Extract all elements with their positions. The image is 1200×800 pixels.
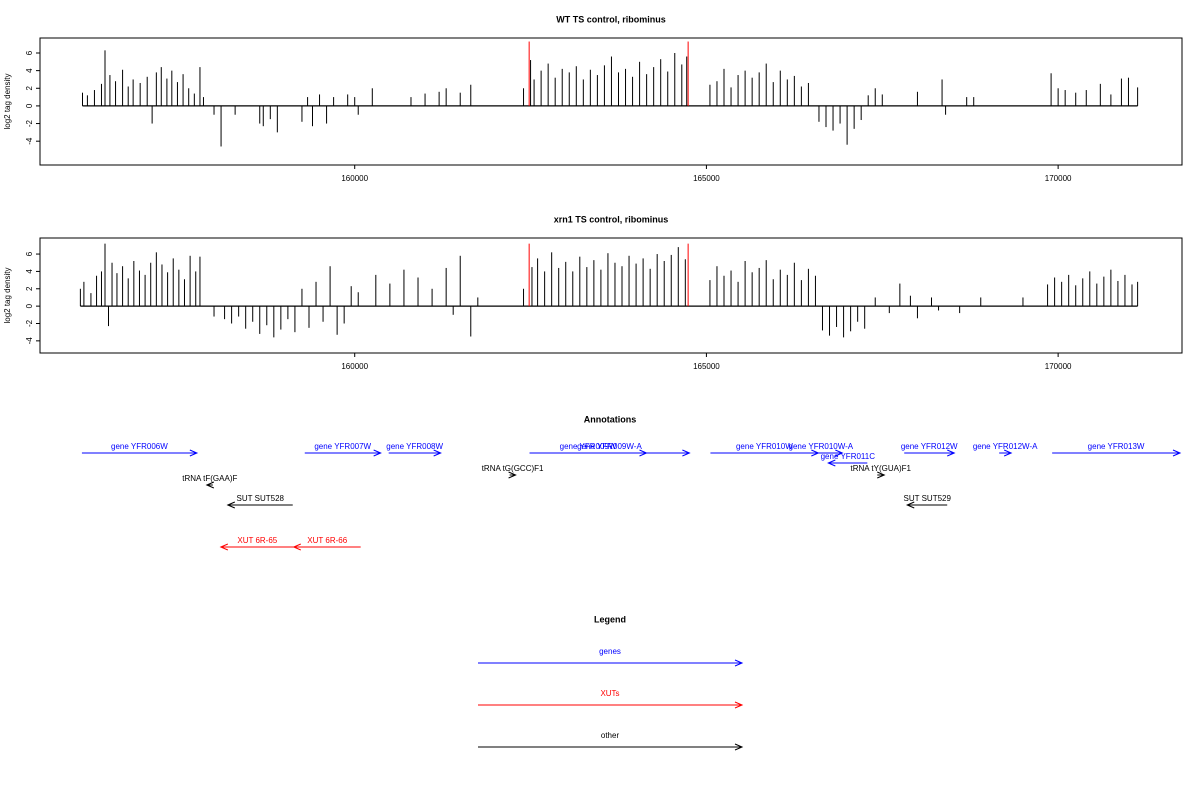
annotation-arrow-head bbox=[219, 543, 229, 551]
y-tick-label: 6 bbox=[25, 50, 34, 55]
chart-title: WT TS control, ribominus bbox=[556, 14, 666, 24]
annotation-arrow-head bbox=[1172, 449, 1182, 457]
annotation-arrow-head bbox=[189, 449, 199, 457]
y-tick-label: 4 bbox=[25, 68, 34, 73]
y-tick-label: -2 bbox=[25, 119, 34, 127]
plot-frame bbox=[39, 237, 1183, 354]
x-tick-label: 170000 bbox=[1045, 174, 1072, 183]
x-tick-label: 160000 bbox=[341, 362, 368, 371]
y-axis-label: log2 tag density bbox=[3, 267, 12, 323]
y-tick-label: 4 bbox=[25, 269, 34, 274]
legend-arrow-head bbox=[734, 659, 744, 667]
annotation-label: gene YFR011C bbox=[821, 452, 876, 461]
annotation-arrow-head bbox=[373, 449, 382, 457]
annotation-label: gene YFR013W bbox=[1088, 442, 1145, 451]
annotation-label: gene YFR012W bbox=[901, 442, 958, 451]
x-tick-label: 170000 bbox=[1045, 362, 1072, 371]
annotation-arrow-head bbox=[433, 449, 442, 457]
annotation-label: gene YFR010W-A bbox=[789, 442, 854, 451]
annotation-label: gene YFR008W bbox=[386, 442, 443, 451]
annotation-label: tRNA tF(GAA)F bbox=[182, 474, 237, 483]
annotation-arrow-head bbox=[682, 449, 691, 457]
annotation-label: gene YFR007W bbox=[314, 442, 371, 451]
y-tick-label: 0 bbox=[25, 303, 34, 308]
annotation-label: gene YFR006W bbox=[111, 442, 168, 451]
annotation-arrow-head bbox=[226, 501, 236, 509]
annotation-label: tRNA tG(GCC)F1 bbox=[482, 464, 544, 473]
y-tick-label: 0 bbox=[25, 103, 34, 108]
legend-label: other bbox=[601, 731, 620, 740]
y-tick-label: 2 bbox=[25, 286, 34, 291]
y-tick-label: 6 bbox=[25, 251, 34, 256]
annotation-label: XUT 6R-65 bbox=[237, 536, 277, 545]
legend-arrow-head bbox=[734, 743, 744, 751]
annotations-title: Annotations bbox=[584, 414, 637, 424]
x-tick-label: 160000 bbox=[341, 174, 368, 183]
legend-title: Legend bbox=[594, 614, 626, 624]
annotation-arrow-head bbox=[877, 471, 886, 479]
annotation-arrow-head bbox=[835, 449, 844, 457]
annotation-label: gene YFR009W-A bbox=[577, 442, 642, 451]
annotation-label: gene YFR010W bbox=[736, 442, 793, 451]
x-tick-label: 165000 bbox=[693, 362, 720, 371]
plot-frame bbox=[39, 37, 1183, 166]
annotation-label: gene YFR009W bbox=[560, 442, 617, 451]
annotation-label: XUT 6R-66 bbox=[307, 536, 347, 545]
y-axis-label: log2 tag density bbox=[3, 73, 12, 129]
y-tick-label: -2 bbox=[25, 319, 34, 327]
annotation-arrow-head bbox=[947, 449, 956, 457]
annotation-label: SUT SUT528 bbox=[237, 494, 285, 503]
legend-label: XUTs bbox=[600, 689, 619, 698]
annotation-label: tRNA tY(GUA)F1 bbox=[851, 464, 912, 473]
annotation-arrow-head bbox=[508, 471, 517, 479]
y-tick-label: 2 bbox=[25, 85, 34, 90]
legend-label: genes bbox=[599, 647, 621, 656]
chart-title: xrn1 TS control, ribominus bbox=[554, 214, 669, 224]
y-tick-label: -4 bbox=[25, 137, 34, 145]
annotation-arrow-head bbox=[827, 459, 836, 467]
y-tick-label: -4 bbox=[25, 337, 34, 345]
annotation-arrow-head bbox=[205, 481, 215, 489]
annotation-arrow-head bbox=[292, 543, 301, 551]
annotation-label: SUT SUT529 bbox=[904, 494, 952, 503]
annotation-arrow-head bbox=[1003, 449, 1013, 457]
legend-arrow-head bbox=[734, 701, 744, 709]
annotation-label: gene YFR012W-A bbox=[973, 442, 1038, 451]
annotation-arrow-head bbox=[905, 501, 915, 509]
x-tick-label: 165000 bbox=[693, 174, 720, 183]
